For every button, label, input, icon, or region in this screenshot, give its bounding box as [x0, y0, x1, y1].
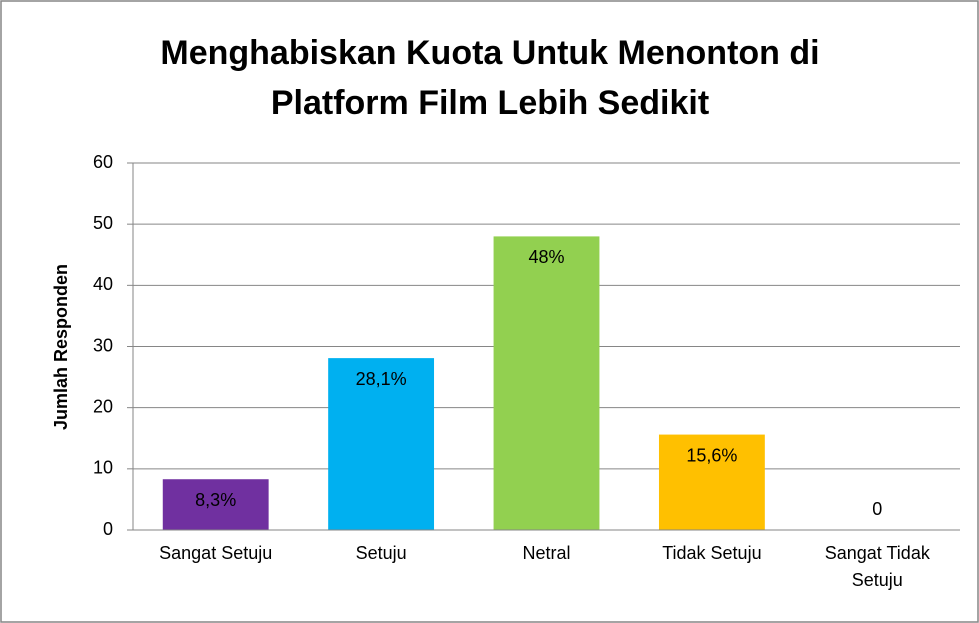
x-tick-label: Sangat Tidak Setuju: [824, 543, 930, 590]
y-tick-label: 50: [93, 213, 113, 233]
y-tick-label: 30: [93, 335, 113, 355]
y-tick-label: 60: [93, 152, 113, 172]
data-label: 8,3%: [195, 490, 236, 510]
x-tick-label: Setuju: [355, 543, 407, 563]
y-tick-label: 20: [93, 396, 113, 416]
x-tick-label: Tidak Setuju: [662, 543, 762, 563]
x-tick-label: Netral: [522, 543, 571, 563]
data-label: 48%: [528, 247, 564, 267]
bar: [162, 479, 269, 530]
x-tick-label: Sangat Setuju: [159, 543, 273, 563]
bar: [328, 358, 435, 530]
y-tick-label: 0: [103, 519, 113, 539]
data-label: 0: [872, 499, 882, 519]
y-tick-label: 10: [93, 458, 113, 478]
bar: [493, 236, 600, 530]
data-label: 28,1%: [356, 369, 407, 389]
y-axis-label: Jumlah Responden: [51, 264, 71, 430]
chart-title: Menghabiskan Kuota Untuk Menonton di Pla…: [160, 34, 820, 122]
y-tick-label: 40: [93, 274, 113, 294]
data-label: 15,6%: [686, 445, 737, 465]
bar: [658, 434, 765, 530]
